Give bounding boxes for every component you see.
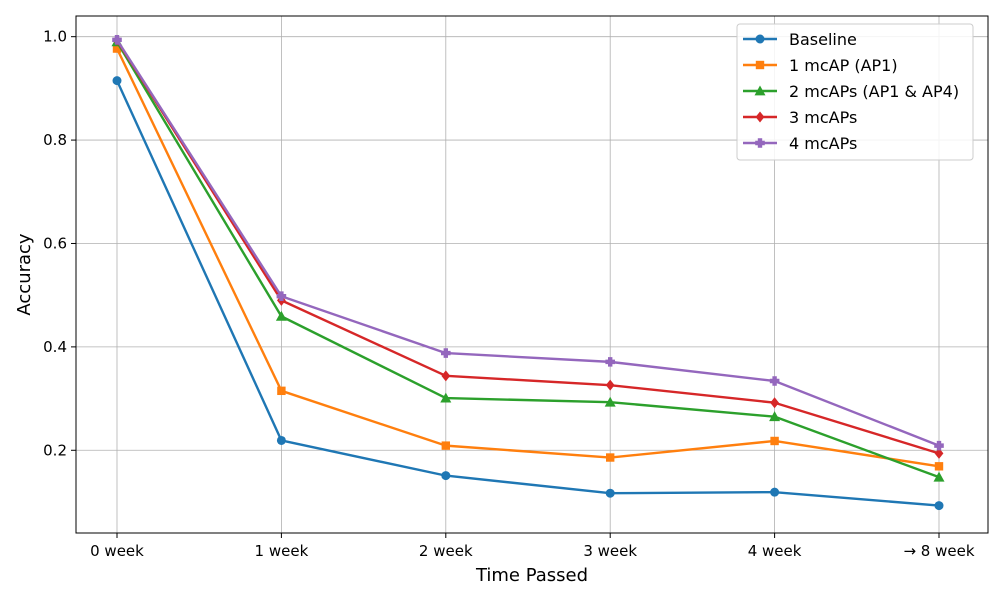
legend-label: 2 mcAPs (AP1 & AP4) — [789, 82, 959, 101]
data-point — [933, 471, 945, 482]
legend-label: 1 mcAP (AP1) — [789, 56, 898, 75]
data-point — [277, 386, 286, 396]
x-axis-label: Time Passed — [475, 565, 588, 586]
legend-label: 4 mcAPs — [789, 134, 857, 153]
series-line — [115, 39, 940, 455]
data-point — [769, 376, 780, 386]
data-point — [441, 348, 451, 358]
data-point — [770, 397, 779, 409]
series-1 — [112, 76, 944, 511]
data-point — [770, 487, 780, 497]
series-line — [115, 80, 940, 507]
data-point — [606, 453, 615, 462]
y-tick-label: 1.0 — [43, 28, 67, 46]
legend-marker — [754, 85, 766, 96]
data-point — [605, 488, 615, 498]
plot-frame — [75, 15, 989, 534]
legend-marker — [755, 138, 765, 148]
legend-marker — [755, 34, 765, 44]
legend-item: 2 mcAPs (AP1 & AP4) — [743, 82, 959, 101]
legend-item: 1 mcAP (AP1) — [743, 56, 898, 75]
data-point — [441, 471, 451, 481]
y-tick-label: 0.6 — [43, 234, 67, 252]
data-point — [441, 370, 451, 382]
series-layer — [111, 34, 945, 511]
x-tick-label: 3 week — [583, 542, 637, 560]
data-point — [934, 440, 944, 451]
legend-marker — [755, 60, 765, 70]
x-tick-label: 2 week — [419, 542, 473, 560]
data-point — [441, 441, 450, 450]
legend-marker — [755, 111, 765, 123]
y-tick-label: 0.2 — [43, 441, 67, 459]
data-point — [112, 34, 122, 45]
x-tick-label: → 8 week — [903, 542, 974, 560]
series-line — [115, 39, 940, 447]
legend-item: 4 mcAPs — [743, 134, 857, 153]
y-axis: 0.2 0.4 0.6 0.8 1.0 — [43, 28, 76, 459]
legend-label: 3 mcAPs — [789, 108, 857, 127]
legend-box — [736, 23, 974, 161]
data-point — [440, 392, 452, 403]
series-line — [115, 41, 940, 479]
data-point — [604, 396, 616, 407]
data-point — [276, 291, 287, 302]
data-point — [112, 76, 122, 86]
x-axis: 0 week 1 week 2 week 3 week 4 week → 8 week — [90, 533, 975, 560]
data-point — [769, 411, 781, 422]
data-point — [934, 447, 944, 459]
x-tick-label: 0 week — [90, 542, 144, 560]
series-2 — [112, 44, 944, 471]
data-point — [934, 462, 944, 471]
legend-item: 3 mcAPs — [743, 108, 857, 127]
y-tick-label: 0.8 — [43, 131, 67, 149]
y-axis-label: Accuracy — [14, 233, 35, 316]
legend-item: Baseline — [743, 30, 857, 49]
data-point — [276, 435, 286, 445]
data-point — [934, 501, 944, 511]
series-5 — [112, 34, 944, 451]
data-point — [112, 44, 122, 53]
data-point — [605, 379, 615, 391]
x-tick-label: 4 week — [748, 542, 802, 560]
y-tick-label: 0.4 — [43, 338, 67, 356]
legend: Baseline 1 mcAP (AP1) 2 mcAPs (AP1 & AP4) 3… — [736, 23, 974, 161]
data-point — [770, 436, 779, 446]
legend-label: Baseline — [789, 30, 857, 49]
data-point — [605, 357, 615, 367]
x-tick-label: 1 week — [255, 542, 309, 560]
data-point — [275, 310, 287, 321]
series-line — [115, 48, 940, 468]
